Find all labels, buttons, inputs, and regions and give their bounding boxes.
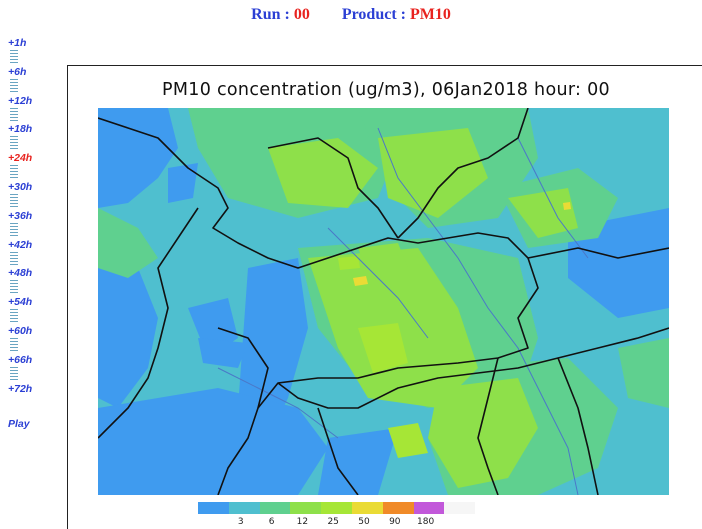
timeline-step[interactable]: +72h xyxy=(8,382,33,395)
legend-color-swatch xyxy=(444,502,476,514)
legend-color-swatch xyxy=(321,502,352,514)
legend-color-swatch xyxy=(413,502,445,514)
legend-tick-label: 3 xyxy=(237,517,244,527)
legend-tick-label: 180 xyxy=(417,517,435,527)
timeline-step[interactable]: +48h xyxy=(8,267,33,280)
legend-tick-label: 6 xyxy=(268,517,275,527)
map-title: PM10 concentration (ug/m3), 06Jan2018 ho… xyxy=(162,80,610,100)
forecast-timeline: +1h +6h +12h +18h +24h +30h +36h +42h +48h +54h +6… xyxy=(4,38,44,438)
class-50-90-areas xyxy=(353,202,571,286)
timeline-step[interactable]: +18h xyxy=(8,123,33,136)
timeline-tick-marks xyxy=(10,366,18,382)
timeline-tick-marks xyxy=(10,107,18,123)
timeline-tick-marks xyxy=(10,251,18,267)
class-25-50-areas xyxy=(338,256,428,458)
run-product-header: Run : 00 Product : PM10 xyxy=(0,6,702,26)
legend-color-swatch xyxy=(228,502,260,514)
legend-color-swatch xyxy=(198,502,229,514)
national-borders xyxy=(98,108,669,495)
timeline-tick-marks xyxy=(10,309,18,324)
run-label: Run : xyxy=(251,6,290,23)
legend-tick-label: 90 xyxy=(389,517,401,527)
play-link[interactable]: Play xyxy=(8,418,30,430)
timeline-step[interactable]: +60h xyxy=(8,325,33,337)
timeline-step[interactable]: +36h xyxy=(8,209,33,222)
timeline-tick-marks xyxy=(10,50,18,65)
rivers xyxy=(217,127,589,495)
timeline-tick-marks xyxy=(10,136,18,152)
timeline-step[interactable]: +54h xyxy=(8,296,33,309)
legend-color-swatch xyxy=(351,502,383,514)
timeline-tick-marks xyxy=(10,194,18,209)
timeline-step[interactable]: +6h xyxy=(8,65,27,78)
product-value: PM10 xyxy=(409,6,451,23)
pm10-concentration-map xyxy=(98,108,669,495)
timeline-step[interactable]: +24h xyxy=(8,152,33,165)
legend-tick-label: 25 xyxy=(327,517,339,527)
timeline-step[interactable]: +30h xyxy=(8,181,33,193)
map-canvas xyxy=(98,108,669,495)
timeline-step[interactable]: +66h xyxy=(8,353,33,366)
run-value: 00 xyxy=(293,6,310,23)
product-label: Product : xyxy=(341,6,406,23)
timeline-step[interactable]: +12h xyxy=(8,94,33,107)
timeline-tick-marks xyxy=(10,165,18,180)
timeline-step[interactable]: +42h xyxy=(8,238,33,251)
timeline-step[interactable]: +1h xyxy=(8,37,27,49)
legend-tick-labels: 3 6 12 25 50 90 180 xyxy=(198,517,568,529)
map-frame xyxy=(67,65,702,529)
concentration-legend: 3 6 12 25 50 90 180 xyxy=(198,502,568,529)
legend-color-swatch xyxy=(382,502,414,514)
timeline-tick-marks xyxy=(10,78,18,94)
legend-color-swatch xyxy=(259,502,291,514)
timeline-tick-marks xyxy=(10,280,18,296)
timeline-tick-marks xyxy=(10,222,18,238)
legend-color-swatch xyxy=(290,502,322,514)
legend-color-bar xyxy=(198,502,476,514)
legend-tick-label: 50 xyxy=(358,517,370,527)
timeline-tick-marks xyxy=(10,338,18,353)
legend-tick-label: 12 xyxy=(296,517,309,527)
